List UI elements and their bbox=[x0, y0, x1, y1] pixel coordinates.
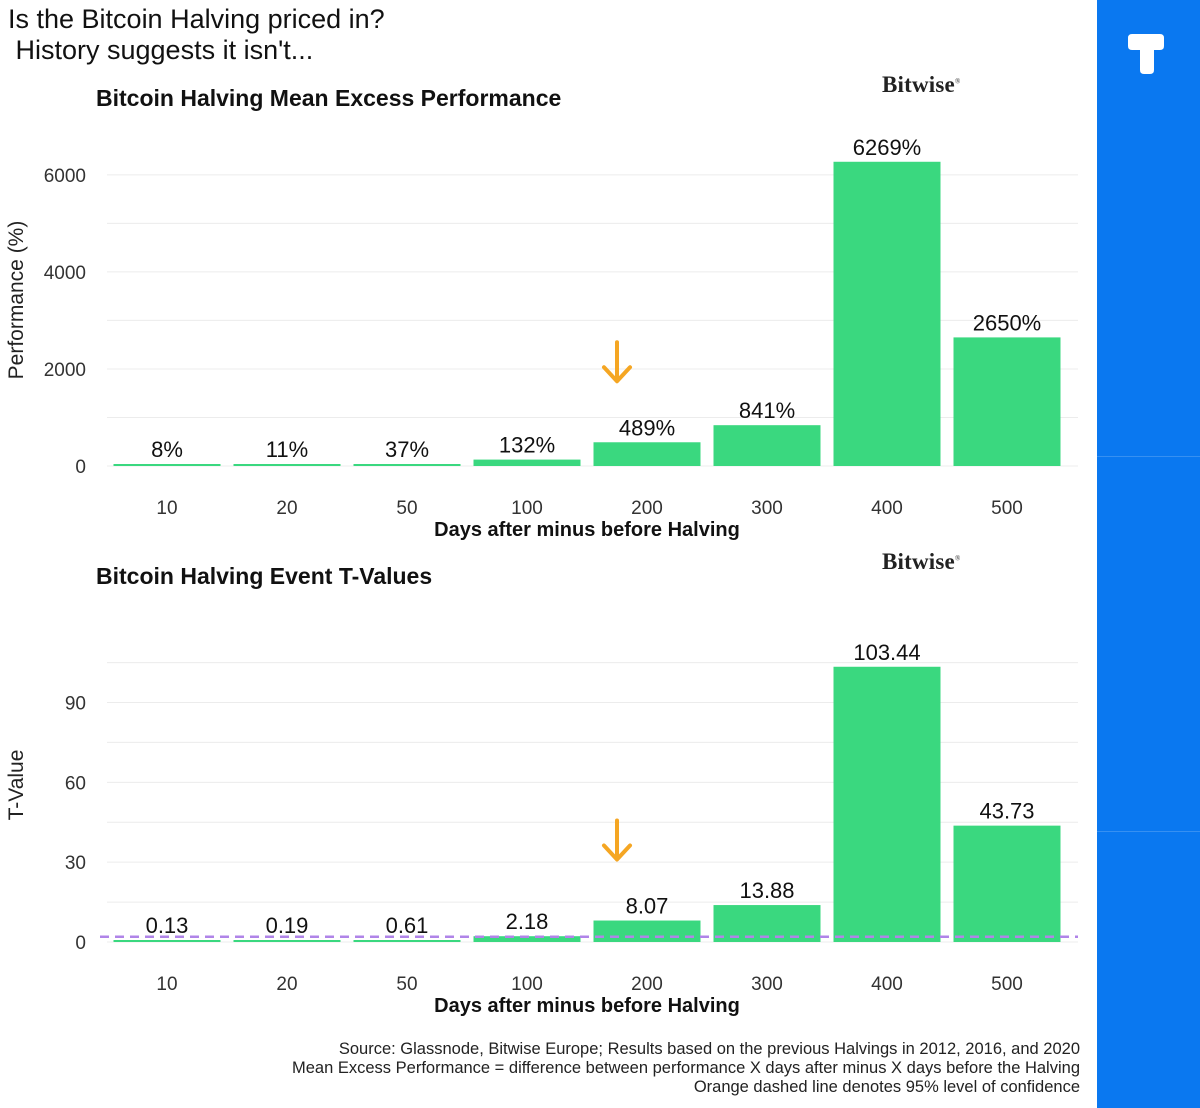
y-tick-label: 2000 bbox=[44, 360, 86, 381]
bar-50 bbox=[353, 940, 461, 942]
x-tick-label: 400 bbox=[871, 974, 903, 995]
x-tick-label: 10 bbox=[156, 498, 177, 519]
y-axis-label: Performance (%) bbox=[5, 221, 28, 380]
sidebar-divider bbox=[1097, 831, 1200, 832]
x-tick-label: 50 bbox=[396, 498, 417, 519]
y-tick-label: 60 bbox=[65, 773, 86, 794]
bar-200 bbox=[593, 442, 701, 466]
sidebar bbox=[1097, 0, 1200, 1108]
bar-value-label: 132% bbox=[499, 433, 555, 458]
bar-500 bbox=[953, 825, 1061, 942]
bar-value-label: 841% bbox=[739, 398, 795, 423]
bar-300 bbox=[713, 425, 821, 466]
bar-500 bbox=[953, 337, 1061, 466]
brand-logo-1: Bitwise® bbox=[882, 72, 961, 97]
headline-line-2: History suggests it isn't... bbox=[8, 35, 314, 65]
y-tick-label: 4000 bbox=[44, 263, 86, 284]
y-tick-label: 30 bbox=[65, 853, 86, 874]
headline-line-1: Is the Bitcoin Halving priced in? bbox=[8, 4, 385, 34]
bar-value-label: 103.44 bbox=[853, 640, 920, 665]
x-tick-label: 20 bbox=[276, 974, 297, 995]
bar-400 bbox=[833, 161, 941, 467]
chart-1-performance: 0 2000 4000 6000 Performance (%) 8% 10 11% 20 37%… bbox=[5, 135, 1078, 541]
bar-100 bbox=[473, 936, 581, 942]
bar-20 bbox=[233, 940, 341, 942]
bar-value-label: 2650% bbox=[973, 310, 1042, 335]
bar-value-label: 0.61 bbox=[386, 913, 429, 938]
x-tick-label: 500 bbox=[991, 974, 1023, 995]
bar-10 bbox=[113, 940, 221, 942]
bar-value-label: 8% bbox=[151, 437, 183, 462]
bar-200 bbox=[593, 920, 701, 942]
bar-value-label: 489% bbox=[619, 415, 675, 440]
x-tick-label: 200 bbox=[631, 974, 663, 995]
y-tick-label: 90 bbox=[65, 694, 86, 715]
arrow-down-icon bbox=[602, 340, 632, 384]
footnote-source: Source: Glassnode, Bitwise Europe; Resul… bbox=[338, 1040, 1080, 1058]
x-axis-label: Days after minus before Halving bbox=[434, 995, 740, 1017]
x-tick-label: 20 bbox=[276, 498, 297, 519]
x-axis-label: Days after minus before Halving bbox=[434, 519, 740, 541]
footnote-definition: Mean Excess Performance = difference bet… bbox=[292, 1059, 1080, 1077]
x-tick-label: 300 bbox=[751, 974, 783, 995]
x-tick-label: 300 bbox=[751, 498, 783, 519]
y-axis-label: T-Value bbox=[5, 750, 28, 821]
bar-value-label: 2.18 bbox=[506, 909, 549, 934]
x-tick-label: 100 bbox=[511, 498, 543, 519]
bar-value-label: 11% bbox=[266, 437, 308, 462]
chart-2-t-values: 0 30 60 90 T-Value 0.13 10 0.19 20 0.61 50 2.18 100 8… bbox=[5, 640, 1078, 1017]
bar-value-label: 8.07 bbox=[626, 894, 669, 919]
headline: Is the Bitcoin Halving priced in? Histor… bbox=[8, 4, 385, 66]
x-tick-label: 500 bbox=[991, 498, 1023, 519]
bar-value-label: 0.19 bbox=[266, 913, 309, 938]
x-tick-label: 200 bbox=[631, 498, 663, 519]
bar-value-label: 43.73 bbox=[979, 799, 1034, 824]
bar-400 bbox=[833, 666, 941, 942]
chart-2-title: Bitcoin Halving Event T-Values bbox=[96, 563, 433, 589]
y-tick-label: 6000 bbox=[44, 166, 86, 187]
sidebar-divider bbox=[1097, 456, 1200, 457]
footnote: Source: Glassnode, Bitwise Europe; Resul… bbox=[292, 1040, 1080, 1097]
bar-value-label: 6269% bbox=[853, 135, 922, 160]
bar-10 bbox=[113, 464, 221, 466]
x-tick-label: 10 bbox=[156, 974, 177, 995]
x-tick-label: 50 bbox=[396, 974, 417, 995]
footnote-confidence: Orange dashed line denotes 95% level of … bbox=[693, 1078, 1080, 1096]
bar-100 bbox=[473, 459, 581, 466]
bar-value-label: 37% bbox=[385, 437, 429, 462]
brand-logo-2: Bitwise® bbox=[882, 549, 961, 574]
arrow-down-icon bbox=[602, 818, 632, 862]
bar-value-label: 13.88 bbox=[739, 878, 794, 903]
app-logo-icon bbox=[1128, 34, 1164, 74]
y-tick-label: 0 bbox=[75, 457, 86, 478]
x-tick-label: 100 bbox=[511, 974, 543, 995]
chart-1-title: Bitcoin Halving Mean Excess Performance bbox=[96, 85, 562, 111]
bar-20 bbox=[233, 464, 341, 466]
x-tick-label: 400 bbox=[871, 498, 903, 519]
y-tick-label: 0 bbox=[75, 933, 86, 954]
bar-value-label: 0.13 bbox=[146, 913, 189, 938]
bar-50 bbox=[353, 464, 461, 466]
